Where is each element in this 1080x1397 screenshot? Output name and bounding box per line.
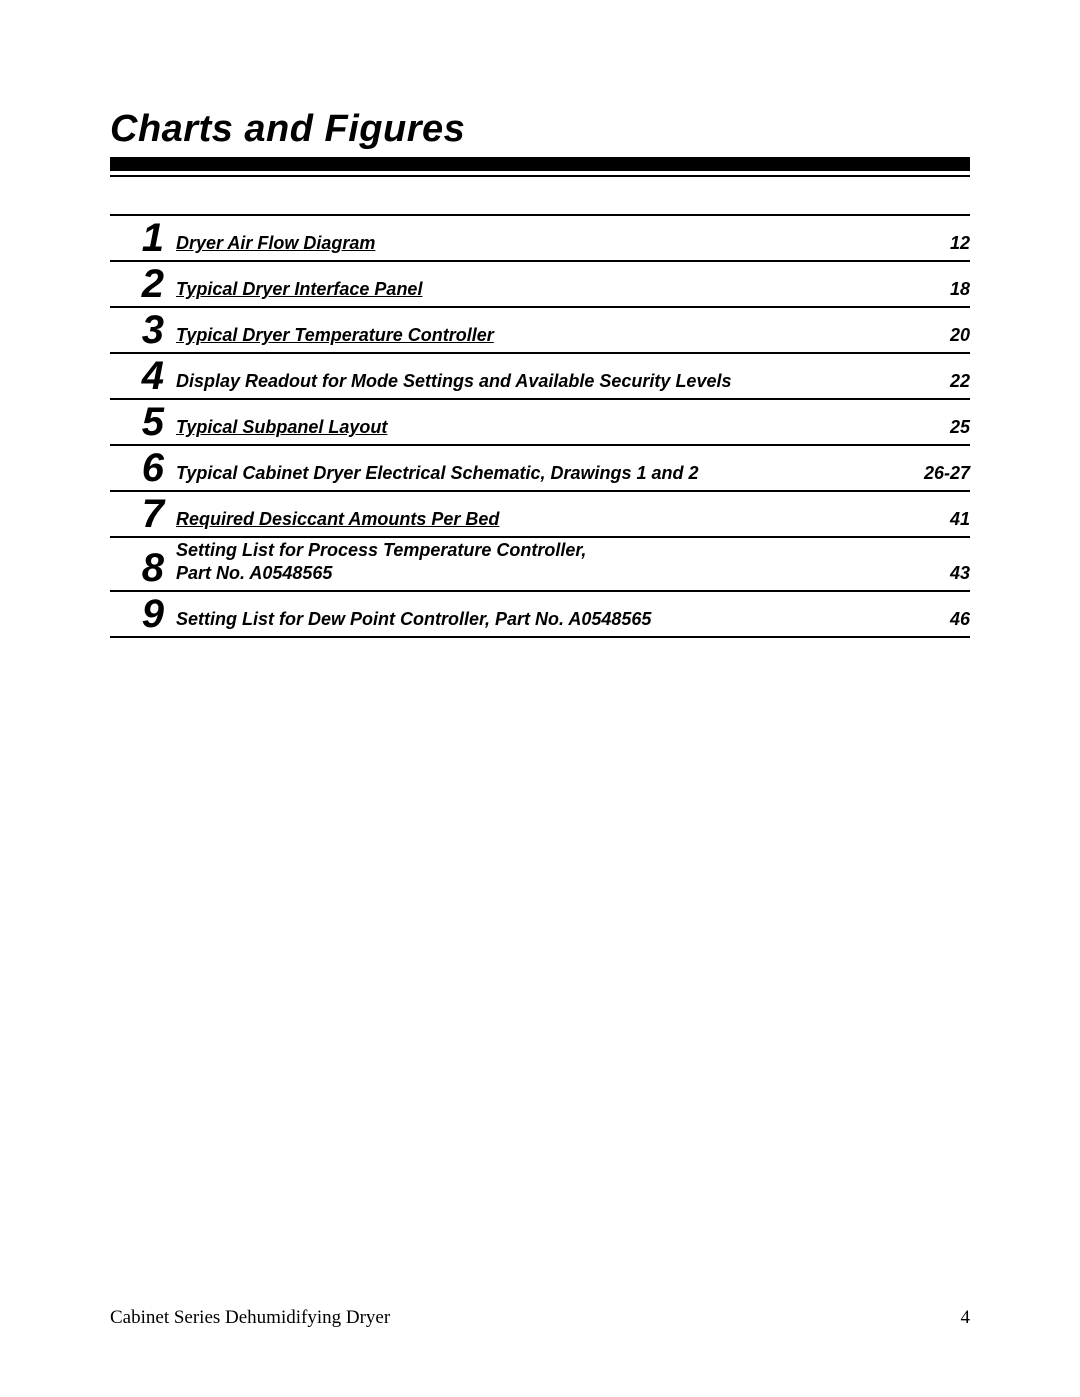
figure-number: 7 bbox=[110, 494, 172, 534]
footer-doc-title: Cabinet Series Dehumidifying Dryer bbox=[110, 1307, 390, 1329]
document-page: Charts and Figures 1 Dryer Air Flow Diag… bbox=[0, 0, 1080, 1397]
figure-label: Typical Dryer Temperature Controller bbox=[172, 325, 890, 350]
figure-label: Dryer Air Flow Diagram bbox=[172, 233, 890, 258]
figure-page: 20 bbox=[890, 325, 970, 350]
figure-label: Typical Cabinet Dryer Electrical Schemat… bbox=[172, 463, 890, 488]
figure-label: Required Desiccant Amounts Per Bed bbox=[172, 509, 890, 534]
title-thick-rule bbox=[110, 157, 970, 171]
figures-row: 5 Typical Subpanel Layout 25 bbox=[110, 400, 970, 446]
figure-label: Setting List for Dew Point Controller, P… bbox=[172, 609, 890, 634]
figures-row: 4 Display Readout for Mode Settings and … bbox=[110, 354, 970, 400]
figure-page: 41 bbox=[890, 509, 970, 534]
title-block: Charts and Figures bbox=[110, 108, 970, 177]
figure-number: 6 bbox=[110, 448, 172, 488]
figures-row: 9 Setting List for Dew Point Controller,… bbox=[110, 592, 970, 638]
figure-page: 22 bbox=[890, 371, 970, 396]
figure-page: 43 bbox=[890, 563, 970, 588]
figure-page: 12 bbox=[890, 233, 970, 258]
figures-row: 7 Required Desiccant Amounts Per Bed 41 bbox=[110, 492, 970, 538]
figures-row: 2 Typical Dryer Interface Panel 18 bbox=[110, 262, 970, 308]
page-footer: Cabinet Series Dehumidifying Dryer 4 bbox=[110, 1307, 970, 1329]
figures-list: 1 Dryer Air Flow Diagram 12 2 Typical Dr… bbox=[110, 214, 970, 638]
title-thin-rule bbox=[110, 175, 970, 177]
figure-page: 18 bbox=[890, 279, 970, 304]
figure-number: 3 bbox=[110, 310, 172, 350]
figures-row: 6 Typical Cabinet Dryer Electrical Schem… bbox=[110, 446, 970, 492]
figure-number: 4 bbox=[110, 356, 172, 396]
figures-row: 8 Setting List for Process Temperature C… bbox=[110, 538, 970, 592]
footer-page-number: 4 bbox=[961, 1307, 971, 1329]
figure-page: 46 bbox=[890, 609, 970, 634]
figure-label: Setting List for Process Temperature Con… bbox=[172, 540, 890, 588]
figure-label: Display Readout for Mode Settings and Av… bbox=[172, 371, 890, 396]
figure-page: 25 bbox=[890, 417, 970, 442]
figure-number: 9 bbox=[110, 594, 172, 634]
page-title: Charts and Figures bbox=[110, 108, 970, 157]
figure-number: 1 bbox=[110, 218, 172, 258]
figures-row: 1 Dryer Air Flow Diagram 12 bbox=[110, 216, 970, 262]
figure-label: Typical Subpanel Layout bbox=[172, 417, 890, 442]
figures-row: 3 Typical Dryer Temperature Controller 2… bbox=[110, 308, 970, 354]
figure-label: Typical Dryer Interface Panel bbox=[172, 279, 890, 304]
figure-number: 2 bbox=[110, 264, 172, 304]
figure-number: 8 bbox=[110, 548, 172, 588]
figure-number: 5 bbox=[110, 402, 172, 442]
figure-page: 26-27 bbox=[890, 463, 970, 488]
